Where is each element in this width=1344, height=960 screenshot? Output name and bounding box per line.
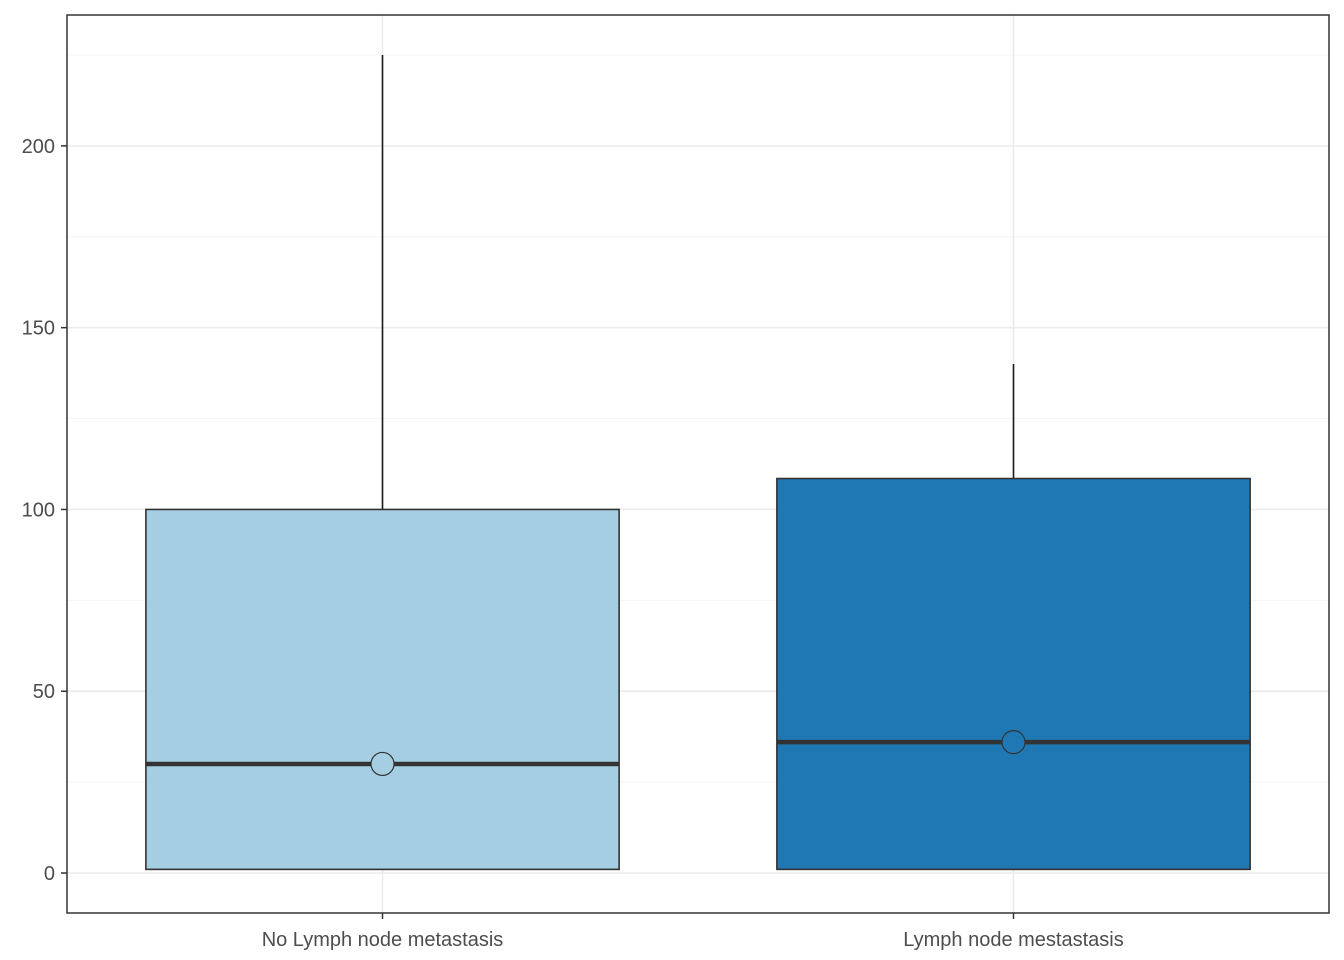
y-tick-label: 0 bbox=[44, 863, 55, 885]
box-group bbox=[145, 54, 620, 871]
y-tick-label: 200 bbox=[22, 136, 55, 158]
x-tick-label: No Lymph node metastasis bbox=[262, 929, 504, 951]
box-group bbox=[776, 364, 1251, 871]
y-tick-label: 150 bbox=[22, 318, 55, 340]
panel-border bbox=[66, 14, 1330, 914]
mean-point bbox=[1001, 730, 1026, 755]
box-series bbox=[145, 54, 1251, 871]
axes: 0 50 100 150 200 No Lymph node metastasis Lymp… bbox=[22, 136, 1124, 951]
box-rect bbox=[145, 508, 620, 871]
y-tick-label: 100 bbox=[22, 499, 55, 521]
box-rect bbox=[776, 477, 1251, 871]
x-tick-label: Lymph node mestastasis bbox=[903, 929, 1123, 951]
mean-point bbox=[370, 751, 395, 777]
y-tick-label: 50 bbox=[33, 681, 55, 703]
